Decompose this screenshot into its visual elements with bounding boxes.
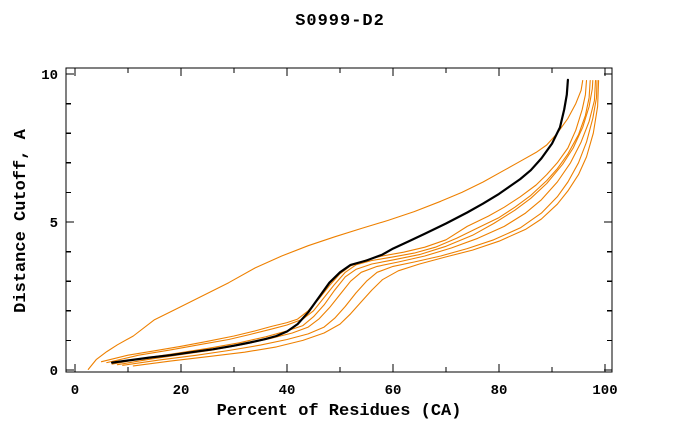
x-tick-label-60: 60 bbox=[385, 383, 402, 399]
series-orange-model-4 bbox=[111, 79, 594, 365]
x-tick-label-20: 20 bbox=[173, 383, 190, 399]
y-tick-label-10: 10 bbox=[41, 68, 58, 84]
series-orange-model-5 bbox=[116, 79, 597, 366]
series-orange-model-1-outlier bbox=[87, 79, 584, 370]
x-tick-label-0: 0 bbox=[71, 383, 79, 399]
x-axis-label: Percent of Residues (CA) bbox=[216, 402, 462, 421]
x-tick-label-80: 80 bbox=[491, 383, 508, 399]
y-tick-label-5: 5 bbox=[50, 216, 58, 232]
series-orange-model-7 bbox=[132, 79, 600, 367]
plot-frame bbox=[65, 67, 613, 373]
y-tick-label-0: 0 bbox=[50, 364, 58, 380]
series-black-reference-curve bbox=[110, 78, 570, 364]
x-tick-label-40: 40 bbox=[279, 383, 296, 399]
series-orange-model-3 bbox=[106, 79, 591, 364]
chart-title: S0999-D2 bbox=[295, 12, 385, 31]
x-tick-label-100: 100 bbox=[592, 383, 617, 399]
y-axis-label: Distance Cutoff, A bbox=[12, 129, 31, 313]
series-orange-model-6 bbox=[122, 79, 598, 366]
